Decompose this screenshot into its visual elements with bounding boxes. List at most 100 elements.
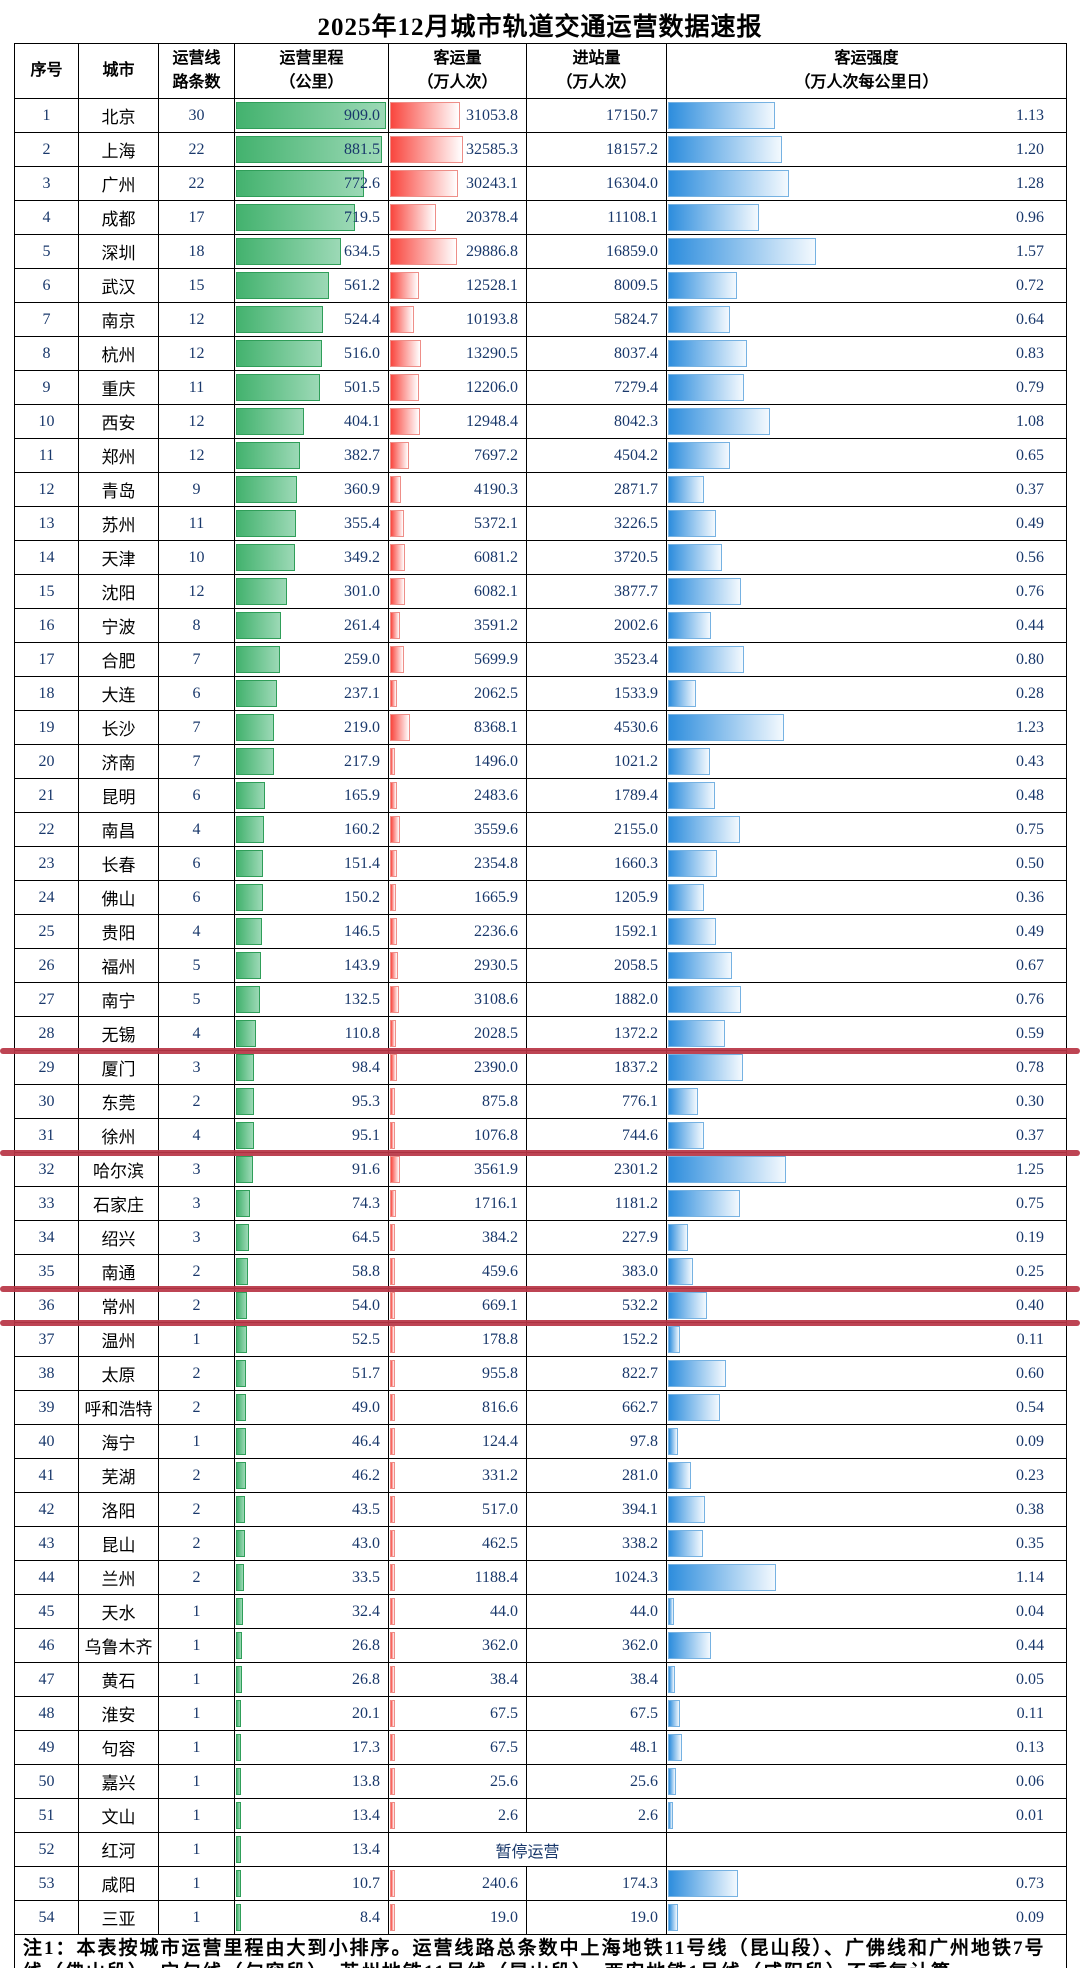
table-row: 11 郑州 12 382.7 7697.2 4504.2 0.65 <box>14 438 1067 473</box>
cell-mileage: 33.5 <box>234 1560 389 1595</box>
cell-index: 10 <box>14 404 79 439</box>
cell-index: 18 <box>14 676 79 711</box>
cell-intensity-value: 0.56 <box>1016 549 1044 566</box>
cell-intensity: 0.60 <box>666 1356 1067 1391</box>
cell-mileage-value: 881.5 <box>344 141 380 158</box>
note-1: 注1：本表按城市运营里程由大到小排序。运营线路总条数中上海地铁11号线（昆山段）… <box>14 1934 1067 1968</box>
cell-volume: 8368.1 <box>388 710 527 745</box>
cell-city: 石家庄 <box>78 1186 159 1221</box>
table-row: 26 福州 5 143.9 2930.5 2058.5 0.67 <box>14 948 1067 983</box>
cell-intensity: 0.54 <box>666 1390 1067 1425</box>
cell-intensity-value: 0.05 <box>1016 1671 1044 1688</box>
volume-bar <box>390 1768 395 1795</box>
cell-city: 大连 <box>78 676 159 711</box>
cell-index: 40 <box>14 1424 79 1459</box>
mileage-bar <box>236 1496 246 1523</box>
cell-city: 济南 <box>78 744 159 779</box>
cell-mileage-value: 8.4 <box>360 1909 380 1926</box>
cell-entries: 2871.7 <box>526 472 667 507</box>
cell-city: 厦门 <box>78 1050 159 1085</box>
cell-volume: 44.0 <box>388 1594 527 1629</box>
table-row: 6 武汉 15 561.2 12528.1 8009.5 0.72 <box>14 268 1067 303</box>
cell-volume: 32585.3 <box>388 132 527 167</box>
cell-city: 重庆 <box>78 370 159 405</box>
cell-lines: 1 <box>158 1322 235 1357</box>
highlight-line <box>0 1286 1080 1292</box>
cell-intensity: 1.14 <box>666 1560 1067 1595</box>
cell-lines: 1 <box>158 1424 235 1459</box>
cell-city: 绍兴 <box>78 1220 159 1255</box>
cell-intensity-value: 0.44 <box>1016 1637 1044 1654</box>
cell-mileage: 909.0 <box>234 98 389 133</box>
volume-bar <box>390 918 397 945</box>
header-label: 序号 <box>30 62 63 79</box>
cell-intensity: 0.30 <box>666 1084 1067 1119</box>
cell-volume: 1665.9 <box>388 880 527 915</box>
cell-index: 51 <box>14 1798 79 1833</box>
mileage-bar <box>236 578 287 605</box>
volume-bar <box>390 1054 398 1081</box>
intensity-bar <box>668 1802 673 1829</box>
cell-lines: 2 <box>158 1084 235 1119</box>
cell-entries: 2.6 <box>526 1798 667 1833</box>
cell-mileage: 524.4 <box>234 302 389 337</box>
data-table: 序号 城市 运营线 路条数 运营里程 （公里） 客运量 （万人次） 进站量 （万人次） … <box>14 43 1067 1968</box>
cell-entries: 7279.4 <box>526 370 667 405</box>
cell-city: 长沙 <box>78 710 159 745</box>
mileage-bar <box>236 1700 242 1727</box>
cell-lines: 12 <box>158 438 235 473</box>
cell-lines: 1 <box>158 1900 235 1935</box>
table-row: 53 咸阳 1 10.7 240.6 174.3 0.73 <box>14 1866 1067 1901</box>
intensity-bar <box>668 748 710 775</box>
mileage-bar <box>236 1190 251 1217</box>
cell-intensity-value: 0.49 <box>1016 923 1044 940</box>
cell-volume: 7697.2 <box>388 438 527 473</box>
cell-lines: 2 <box>158 1458 235 1493</box>
cell-mileage-value: 58.8 <box>352 1263 380 1280</box>
volume-bar <box>390 1564 395 1591</box>
cell-intensity-value: 0.49 <box>1016 515 1044 532</box>
cell-city: 西安 <box>78 404 159 439</box>
header-label: 运营里程 <box>279 50 344 67</box>
cell-lines: 6 <box>158 778 235 813</box>
volume-bar <box>390 1496 395 1523</box>
mileage-bar <box>236 102 386 129</box>
cell-city: 常州 <box>78 1288 159 1323</box>
cell-volume: 462.5 <box>388 1526 527 1561</box>
cell-entries: 1024.3 <box>526 1560 667 1595</box>
cell-intensity: 0.80 <box>666 642 1067 677</box>
volume-bar <box>390 1802 395 1829</box>
cell-mileage: 95.1 <box>234 1118 389 1153</box>
cell-volume-value: 1188.4 <box>474 1569 518 1586</box>
cell-intensity: 0.19 <box>666 1220 1067 1255</box>
cell-entries: 18157.2 <box>526 132 667 167</box>
cell-volume-value: 1496.0 <box>474 753 518 770</box>
cell-volume: 12528.1 <box>388 268 527 303</box>
cell-volume-value: 32585.3 <box>466 141 518 158</box>
cell-intensity: 0.01 <box>666 1798 1067 1833</box>
cell-mileage-value: 160.2 <box>344 821 380 838</box>
cell-lines: 18 <box>158 234 235 269</box>
table-row: 1 北京 30 909.0 31053.8 17150.7 1.13 <box>14 98 1067 133</box>
intensity-bar <box>668 918 716 945</box>
cell-entries: 2058.5 <box>526 948 667 983</box>
cell-entries: 1181.2 <box>526 1186 667 1221</box>
cell-mileage-value: 64.5 <box>352 1229 380 1246</box>
cell-intensity-value: 0.50 <box>1016 855 1044 872</box>
cell-entries: 1882.0 <box>526 982 667 1017</box>
cell-volume-value: 178.8 <box>482 1331 518 1348</box>
mileage-bar <box>236 986 260 1013</box>
cell-entries: 338.2 <box>526 1526 667 1561</box>
cell-mileage: 160.2 <box>234 812 389 847</box>
cell-lines: 7 <box>158 744 235 779</box>
cell-volume-value: 517.0 <box>482 1501 518 1518</box>
cell-mileage: 13.8 <box>234 1764 389 1799</box>
cell-intensity: 0.23 <box>666 1458 1067 1493</box>
intensity-bar <box>668 646 745 673</box>
cell-volume-value: 12206.0 <box>466 379 518 396</box>
mileage-bar <box>236 816 265 843</box>
cell-intensity: 0.05 <box>666 1662 1067 1697</box>
cell-lines: 2 <box>158 1390 235 1425</box>
mileage-bar <box>236 204 356 231</box>
cell-mileage-value: 52.5 <box>352 1331 380 1348</box>
